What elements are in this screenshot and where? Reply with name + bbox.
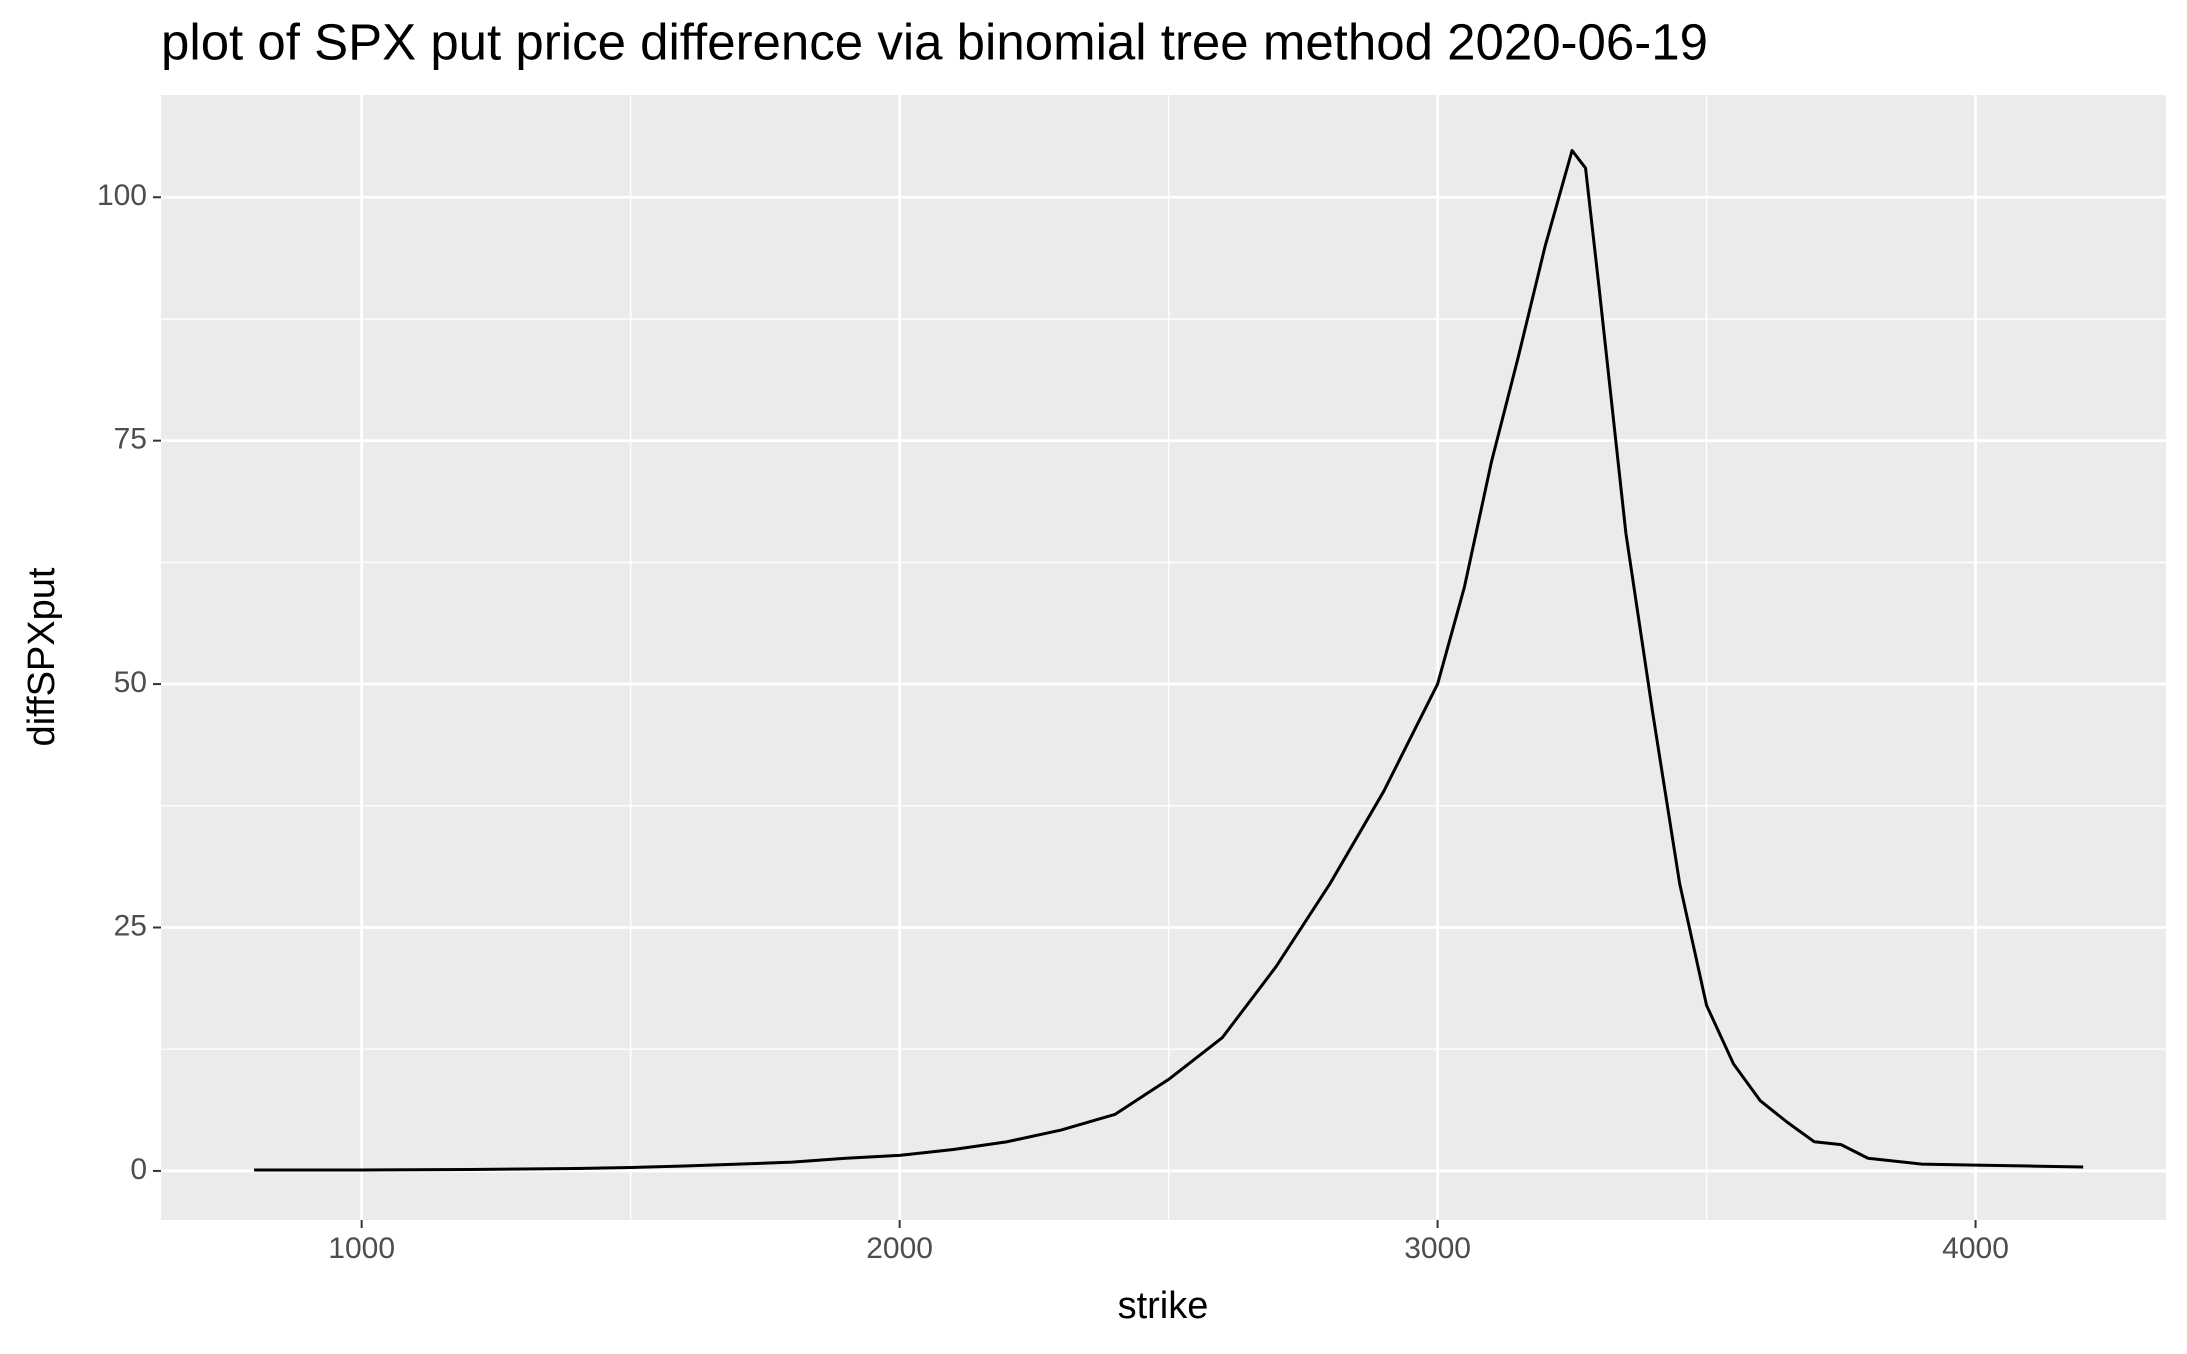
x-axis-title: strike	[1118, 1285, 1209, 1327]
x-tick-label: 4000	[1942, 1232, 2009, 1265]
y-tick-label: 75	[114, 423, 147, 456]
data-line	[254, 149, 2084, 1172]
x-tick-label: 1000	[328, 1232, 395, 1265]
panel	[161, 95, 2166, 1220]
chart-title: plot of SPX put price difference via bin…	[161, 13, 1708, 70]
x-tick-label: 2000	[866, 1232, 933, 1265]
y-axis-title: diffSPXput	[21, 567, 63, 746]
y-tick-label: 0	[130, 1153, 147, 1186]
x-tick-label: 3000	[1404, 1232, 1471, 1265]
y-tick-label: 25	[114, 909, 147, 942]
y-tick-label: 100	[97, 179, 147, 212]
y-tick-label: 50	[114, 666, 147, 699]
